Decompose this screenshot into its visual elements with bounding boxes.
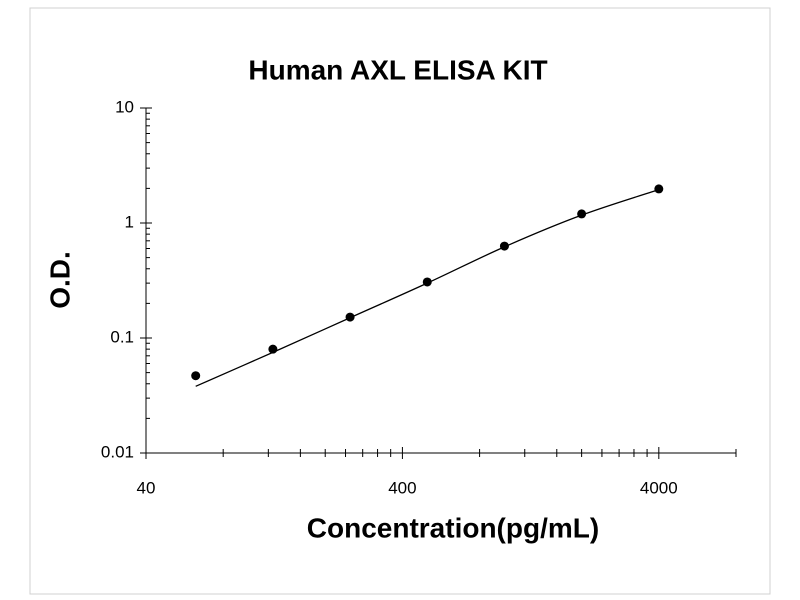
data-point (345, 312, 355, 322)
chart-title: Human AXL ELISA KIT (248, 54, 547, 85)
chart-frame (29, 7, 771, 595)
data-point (191, 371, 201, 381)
x-tick-label: 40 (137, 478, 156, 497)
data-point (577, 209, 587, 219)
y-axis-label: O.D. (44, 251, 75, 309)
y-tick-label: 0.01 (101, 442, 134, 461)
y-tick-label: 10 (115, 97, 134, 116)
data-point (499, 241, 509, 251)
x-tick-label: 400 (388, 478, 416, 497)
x-axis-label: Concentration(pg/mL) (307, 512, 599, 543)
data-point (654, 184, 664, 194)
data-point (268, 344, 278, 354)
x-tick-label: 4000 (640, 478, 678, 497)
y-tick-label: 1 (125, 212, 134, 231)
data-point (422, 277, 432, 287)
y-tick-label: 0.1 (110, 327, 134, 346)
